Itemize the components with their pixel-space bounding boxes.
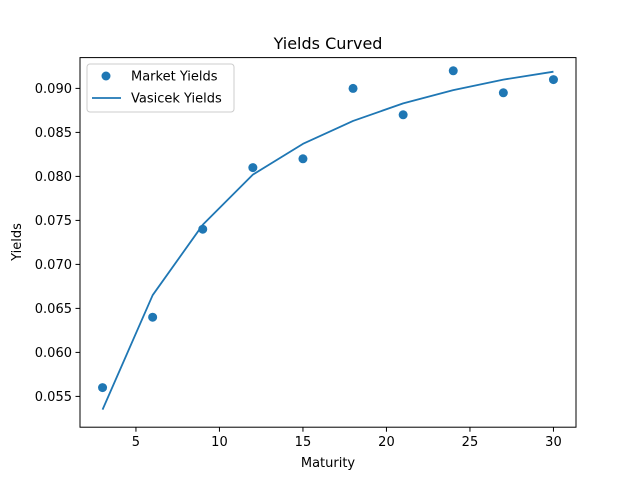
y-axis-ticks: 0.055 0.060 0.065 0.070 0.075 0.080 0.085 0.090 [35, 82, 80, 405]
legend-box [86, 63, 235, 113]
y-tick-label: 0.060 [35, 346, 72, 361]
market-yield-point [398, 110, 408, 120]
x-tick-label: 30 [545, 435, 562, 450]
market-yield-point [148, 312, 158, 322]
market-yield-point [298, 154, 308, 164]
plot-frame [79, 57, 577, 428]
y-tick-label: 0.075 [35, 214, 72, 229]
x-tick-label: 25 [462, 435, 479, 450]
market-yield-point [248, 163, 258, 173]
market-yield-point [548, 75, 558, 85]
vasicek-yields-line [101, 70, 554, 410]
x-tick-label: 10 [211, 435, 228, 450]
y-tick-label: 0.055 [35, 390, 72, 405]
legend: Market Yields Vasicek Yields [86, 63, 235, 113]
x-tick-label: 15 [295, 435, 312, 450]
market-yield-point [498, 88, 508, 98]
y-tick-label: 0.090 [35, 82, 72, 97]
plot-marks [98, 66, 558, 410]
y-axis-label: Yields [10, 223, 25, 262]
chart-title: Yields Curved [273, 34, 383, 53]
market-yield-point [98, 383, 108, 393]
y-tick-label: 0.070 [35, 258, 72, 273]
market-yield-point [348, 83, 358, 93]
market-yield-point [448, 66, 458, 76]
x-axis-label: Maturity [301, 456, 356, 471]
x-tick-label: 5 [132, 435, 140, 450]
legend-marker-market-yields [101, 71, 111, 81]
y-tick-label: 0.080 [35, 170, 72, 185]
y-tick-label: 0.085 [35, 126, 72, 141]
legend-label-vasicek-yields: Vasicek Yields [131, 92, 222, 107]
x-tick-label: 20 [378, 435, 395, 450]
y-tick-label: 0.065 [35, 302, 72, 317]
legend-label-market-yields: Market Yields [131, 70, 218, 85]
x-axis-ticks: 5 10 15 20 25 30 [132, 427, 562, 450]
